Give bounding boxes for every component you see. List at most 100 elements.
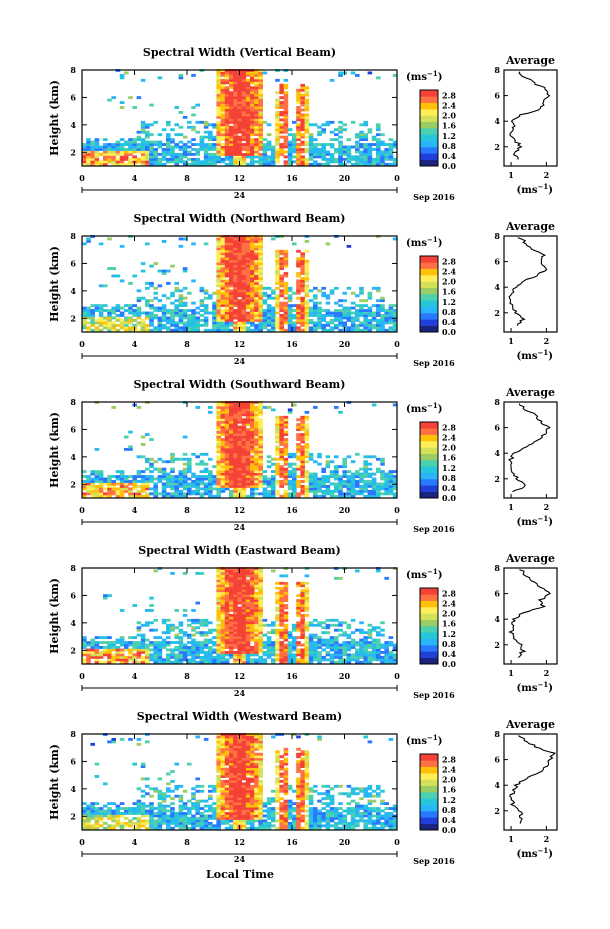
heatmap-cell — [376, 309, 381, 312]
heatmap-cell — [266, 636, 272, 640]
heatmap-cell — [250, 244, 255, 248]
heatmap-cell — [355, 480, 360, 483]
heatmap-cell — [153, 482, 158, 486]
heatmap-cell — [237, 93, 242, 97]
heatmap-cell — [241, 438, 247, 441]
heatmap-cell — [313, 314, 318, 317]
heatmap-cell — [124, 658, 129, 662]
heatmap-cell — [90, 653, 95, 657]
heatmap-cell — [203, 618, 209, 622]
heatmap-cell — [321, 475, 326, 478]
heatmap-cell — [212, 304, 217, 308]
heatmap-cell — [275, 430, 280, 434]
heatmap-cell — [140, 623, 146, 627]
heatmap-cell — [355, 143, 360, 146]
heatmap-cell — [279, 470, 284, 474]
heatmap-cell — [292, 155, 297, 159]
heatmap-cell — [300, 475, 305, 478]
heatmap-cell — [245, 103, 251, 107]
heatmap-cell — [220, 489, 226, 493]
heatmap-cell — [300, 301, 305, 305]
heatmap-cell — [149, 133, 154, 137]
heatmap-cell — [241, 606, 247, 610]
heatmap-cell — [275, 423, 280, 427]
heatmap-cell — [254, 259, 259, 263]
heatmap-cell — [212, 160, 217, 164]
heatmap-cell — [350, 477, 356, 481]
heatmap-cell — [153, 262, 158, 266]
heatmap-cell — [254, 291, 259, 295]
colorbar-tick-label: 2.4 — [442, 433, 456, 443]
heatmap-cell — [275, 433, 280, 436]
heatmap-cell — [304, 91, 310, 95]
heatmap-cell — [107, 157, 112, 161]
heatmap-cell — [325, 489, 331, 493]
heatmap-cell — [229, 247, 234, 251]
heatmap-cell — [153, 328, 158, 332]
heatmap-cell — [237, 135, 242, 139]
colorbar-segment — [420, 306, 438, 314]
heatmap-cell — [229, 239, 234, 243]
heatmap-cell — [254, 623, 259, 627]
heatmap-cell — [380, 462, 385, 466]
heatmap-cell — [107, 482, 112, 486]
heatmap-cell — [203, 655, 209, 659]
heatmap-cell — [178, 477, 184, 481]
heatmap-cell — [224, 289, 230, 293]
heatmap-cell — [241, 88, 247, 92]
heatmap-cell — [296, 636, 301, 640]
heatmap-cell — [258, 252, 263, 256]
heatmap-cell — [174, 658, 179, 662]
heatmap-cell — [216, 160, 221, 164]
heatmap-cell — [275, 155, 280, 159]
heatmap-cell — [258, 621, 263, 625]
colorbar-segment — [420, 134, 438, 141]
heatmap-cell — [233, 480, 238, 483]
heatmap-cell — [245, 249, 251, 253]
heatmap-cell — [187, 150, 192, 154]
heatmap-cell — [292, 646, 297, 649]
heatmap-cell — [174, 475, 179, 478]
heatmap-cell — [216, 633, 221, 637]
heatmap-cell — [296, 425, 301, 429]
heatmap-cell — [334, 318, 339, 322]
heatmap-cell — [350, 328, 356, 332]
heatmap-cell — [216, 435, 221, 439]
heatmap-cell — [245, 420, 251, 424]
heatmap-cell — [275, 445, 280, 449]
heatmap-cell — [182, 648, 188, 652]
heatmap-cell — [254, 247, 259, 251]
heatmap-cell — [287, 408, 293, 412]
heatmap-cell — [254, 428, 259, 432]
y-tick-label: 4 — [70, 286, 76, 296]
heatmap-cell — [178, 152, 184, 156]
heatmap-cell — [224, 259, 230, 263]
heatmap-cell — [271, 489, 276, 493]
heatmap-cell — [296, 445, 301, 449]
heatmap-cell — [216, 91, 221, 95]
heatmap-cell — [250, 296, 255, 300]
heatmap-cell — [254, 269, 259, 273]
heatmap-cell — [229, 643, 234, 647]
heatmap-cell — [136, 653, 142, 657]
heatmap-cell — [245, 286, 251, 290]
heatmap-cell — [363, 321, 368, 325]
heatmap-cell — [229, 428, 234, 432]
heatmap-cell — [229, 638, 234, 642]
heatmap-cell — [359, 643, 364, 647]
heatmap-cell — [124, 323, 129, 327]
heatmap-cell — [237, 301, 242, 305]
heatmap-cell — [262, 643, 268, 647]
heatmap-cell — [241, 450, 247, 454]
heatmap-cell — [233, 447, 238, 451]
heatmap-cell — [170, 155, 175, 159]
heatmap-cell — [145, 487, 150, 491]
heatmap-cell — [220, 143, 226, 146]
heatmap-cell — [317, 314, 322, 317]
heatmap-cell — [216, 294, 221, 298]
heatmap-cell — [283, 633, 289, 637]
heatmap-cell — [279, 641, 284, 644]
heatmap-cell — [258, 418, 263, 422]
heatmap-cell — [174, 482, 179, 486]
heatmap-cell — [392, 143, 398, 146]
